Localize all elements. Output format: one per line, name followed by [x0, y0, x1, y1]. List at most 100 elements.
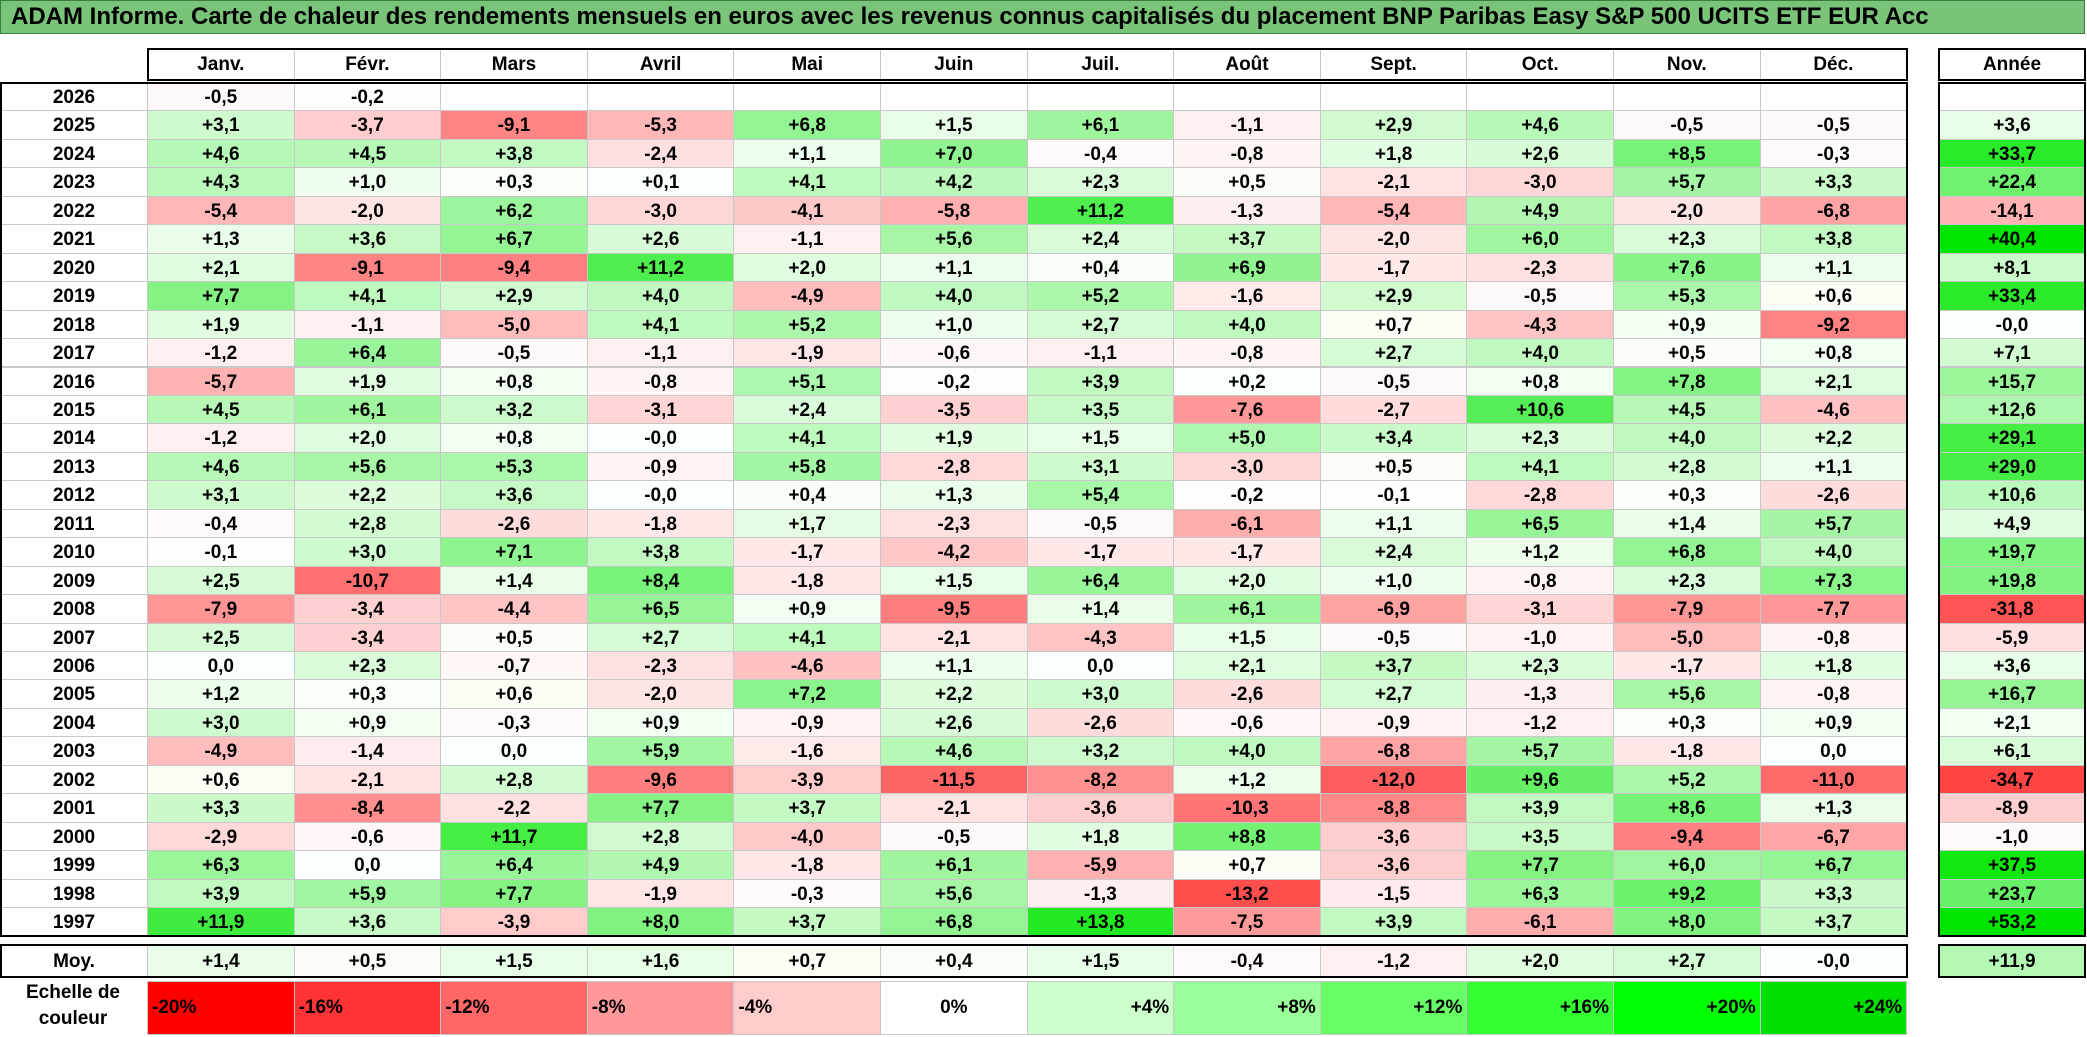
heatmap-cell: -2,3 [586, 651, 735, 681]
heatmap-cell: -0,5 [880, 821, 1028, 852]
heatmap-cell: -1,2 [147, 338, 295, 368]
heatmap-cell: -1,3 [1026, 878, 1175, 909]
heatmap-cell: +0,9 [733, 594, 881, 624]
heatmap-cell: +3,8 [440, 138, 588, 169]
heatmap-cell: -0,8 [1173, 338, 1321, 368]
average-cell: +0,5 [293, 943, 442, 978]
heatmap-cell: +8,8 [1173, 821, 1321, 852]
heatmap-cell: -1,1 [733, 224, 881, 254]
month-header: Août [1173, 48, 1321, 80]
heatmap-cell: -7,7 [1759, 594, 1908, 624]
heatmap-cell: +3,7 [733, 793, 881, 823]
heatmap-cell: -0,5 [440, 338, 588, 368]
heatmap-cell: +1,4 [1613, 508, 1761, 539]
year-label: 2013 [0, 451, 148, 482]
heatmap-cell: -1,3 [1466, 679, 1614, 709]
heatmap-cell: +4,5 [1613, 394, 1761, 425]
heatmap-cell: +0,6 [1759, 281, 1908, 311]
heatmap-cell: +7,7 [440, 878, 588, 909]
month-header: Mars [440, 48, 588, 80]
heatmap-cell: +9,2 [1613, 878, 1761, 909]
heatmap-cell: -4,3 [1466, 309, 1614, 340]
legend-swatch: 0% [880, 981, 1028, 1035]
heatmap-cell: -1,9 [586, 878, 735, 909]
heatmap-cell: -1,0 [1466, 622, 1614, 652]
heatmap-cell: +0,8 [1466, 366, 1614, 396]
heatmap-cell: -0,8 [1173, 138, 1321, 169]
annual-cell: +40,4 [1938, 224, 2086, 254]
annual-cell: +6,1 [1938, 736, 2086, 766]
heatmap-cell: -0,2 [293, 82, 442, 112]
heatmap-cell: +6,1 [880, 850, 1028, 880]
heatmap-cell: -3,0 [1466, 167, 1614, 197]
heatmap-cell: +4,6 [147, 451, 295, 482]
heatmap-cell: +4,9 [586, 850, 735, 880]
heatmap-cell: +1,4 [440, 565, 588, 596]
heatmap-cell: +5,4 [1026, 480, 1175, 510]
heatmap-cell: +3,0 [147, 707, 295, 738]
heatmap-cell [880, 82, 1028, 112]
heatmap-cell: +6,0 [1466, 224, 1614, 254]
legend-label: Echelle de couleur [26, 982, 120, 1029]
heatmap-cell: -4,9 [147, 736, 295, 766]
heatmap-cell: +0,9 [586, 707, 735, 738]
heatmap-cell: +0,1 [586, 167, 735, 197]
heatmap-cell: +4,0 [1613, 423, 1761, 453]
average-cell: +0,4 [880, 943, 1028, 978]
heatmap-cell: +1,5 [1173, 622, 1321, 652]
heatmap-cell: +6,8 [1613, 537, 1761, 567]
heatmap-cell: -0,4 [1026, 138, 1175, 169]
heatmap-cell: -3,1 [1466, 594, 1614, 624]
heatmap-cell: +3,8 [1759, 224, 1908, 254]
heatmap-cell: -1,2 [147, 423, 295, 453]
heatmap-cell: +8,5 [1613, 138, 1761, 169]
heatmap-cell: +4,1 [733, 622, 881, 652]
heatmap-cell: -0,9 [1319, 707, 1468, 738]
heatmap-cell: +2,4 [1026, 224, 1175, 254]
heatmap-cell: -1,1 [1026, 338, 1175, 368]
heatmap-cell: +3,6 [293, 907, 442, 937]
heatmap-cell: +0,8 [440, 423, 588, 453]
heatmap-cell: +7,0 [880, 138, 1028, 169]
heatmap-cell [1319, 82, 1468, 112]
heatmap-cell: +0,9 [1613, 309, 1761, 340]
year-label: 2025 [0, 110, 148, 140]
heatmap-cell: +3,8 [586, 537, 735, 567]
month-header: Juil. [1026, 48, 1175, 80]
heatmap-cell: -2,8 [880, 451, 1028, 482]
heatmap-cell: +4,1 [586, 309, 735, 340]
heatmap-cell: +0,8 [1759, 338, 1908, 368]
heatmap-cell: +8,0 [586, 907, 735, 937]
year-label: 2009 [0, 565, 148, 596]
heatmap-cell: -2,6 [1759, 480, 1908, 510]
year-label: 2022 [0, 195, 148, 226]
heatmap-cell: +0,6 [147, 764, 295, 795]
heatmap-cell: +2,2 [1759, 423, 1908, 453]
average-cell: -0,4 [1173, 943, 1321, 978]
heatmap-cell: +1,0 [1319, 565, 1468, 596]
heatmap-cell: -2,8 [1466, 480, 1614, 510]
year-label: 2005 [0, 679, 148, 709]
heatmap-cell: +1,2 [147, 679, 295, 709]
annual-cell: +33,7 [1938, 138, 2086, 169]
heatmap-cell: -1,5 [1319, 878, 1468, 909]
heatmap-cell: -5,7 [147, 366, 295, 396]
heatmap-cell: -3,9 [440, 907, 588, 937]
heatmap-cell: +13,8 [1026, 907, 1175, 937]
year-label: 2024 [0, 138, 148, 169]
heatmap-cell: -2,3 [1466, 252, 1614, 283]
heatmap-cell: +2,0 [293, 423, 442, 453]
heatmap-cell: -1,1 [586, 338, 735, 368]
year-label: 2006 [0, 651, 148, 681]
heatmap-cell: +0,9 [1759, 707, 1908, 738]
year-label: 2014 [0, 423, 148, 453]
heatmap-cell: -2,1 [293, 764, 442, 795]
annual-cell: -0,0 [1938, 309, 2086, 340]
month-header: Mai [733, 48, 881, 80]
heatmap-cell: +1,1 [880, 252, 1028, 283]
average-label: Moy. [0, 943, 148, 978]
heatmap-cell [1466, 82, 1614, 112]
year-label: 2011 [0, 508, 148, 539]
heatmap-cell: -1,9 [733, 338, 881, 368]
heatmap-cell: +5,7 [1613, 167, 1761, 197]
